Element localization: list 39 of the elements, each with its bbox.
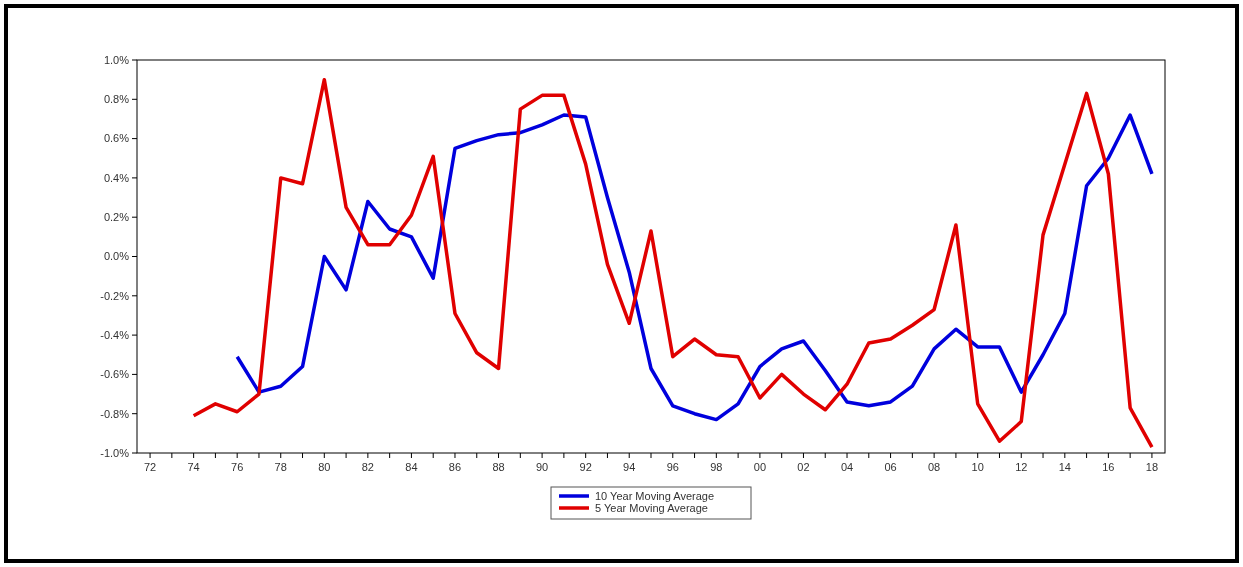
x-tick-label: 10: [971, 461, 984, 473]
x-tick-label: 16: [1102, 461, 1115, 473]
x-tick-label: 90: [535, 461, 549, 473]
y-tick-label: -0.4%: [100, 328, 130, 341]
y-tick-label: 0.0%: [103, 250, 130, 263]
legend-label: 10 Year Moving Average: [595, 489, 715, 502]
x-tick-label: 04: [840, 461, 854, 473]
x-tick-label: 96: [666, 461, 679, 473]
x-tick-label: 84: [405, 461, 418, 473]
y-tick-label: 0.6%: [103, 132, 130, 145]
y-tick-label: 0.2%: [103, 211, 130, 224]
legend-label: 5 Year Moving Average: [595, 501, 708, 514]
x-tick-label: 00: [753, 461, 767, 473]
x-tick-label: 02: [797, 461, 810, 473]
y-tick-label: 0.4%: [103, 171, 130, 184]
x-tick-label: 86: [448, 461, 462, 473]
y-tick-label: -0.6%: [100, 368, 130, 381]
x-tick-label: 12: [1015, 461, 1028, 473]
x-tick-label: 18: [1145, 461, 1159, 473]
line-series: [191, 77, 1154, 449]
x-tick-label: 98: [710, 461, 723, 473]
x-tick-label: 80: [318, 461, 331, 473]
x-tick-label: 74: [187, 461, 200, 473]
y-tick-label: -0.2%: [100, 289, 130, 302]
line-series: [235, 113, 1154, 422]
x-tick-label: 94: [623, 461, 636, 473]
y-tick-label: -1.0%: [100, 446, 130, 459]
x-tick-label: 76: [231, 461, 244, 473]
x-tick-label: 06: [884, 461, 897, 473]
y-tick-label: -0.8%: [100, 407, 130, 420]
x-tick-label: 88: [492, 461, 505, 473]
y-tick-label: 0.8%: [103, 93, 130, 106]
y-tick-label: 1.0%: [103, 53, 130, 66]
x-tick-label: 08: [928, 461, 941, 473]
x-tick-label: 82: [361, 461, 374, 473]
x-tick-label: 14: [1058, 461, 1071, 473]
x-tick-label: 92: [579, 461, 592, 473]
x-tick-label: 72: [143, 461, 157, 473]
x-tick-label: 78: [274, 461, 287, 473]
